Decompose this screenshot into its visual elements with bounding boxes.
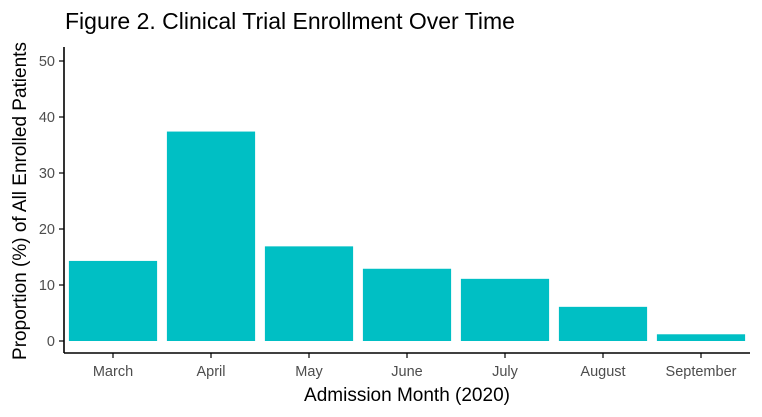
bar-april bbox=[166, 131, 256, 341]
y-tick-label: 20 bbox=[39, 222, 55, 238]
y-tick-label: 50 bbox=[39, 54, 55, 70]
x-tick-label-march: March bbox=[93, 364, 133, 380]
bar-july bbox=[460, 278, 550, 341]
x-tick-label-june: June bbox=[391, 364, 422, 380]
y-axis-title: Proportion (%) of All Enrolled Patients bbox=[10, 42, 31, 360]
bar-may bbox=[264, 246, 354, 341]
x-tick-label-august: August bbox=[580, 364, 625, 380]
y-tick-label: 30 bbox=[39, 166, 55, 182]
y-tick-label: 0 bbox=[47, 334, 55, 350]
x-tick-label-april: April bbox=[196, 364, 225, 380]
y-tick-label: 10 bbox=[39, 278, 55, 294]
chart-title: Figure 2. Clinical Trial Enrollment Over… bbox=[65, 8, 515, 34]
bar-march bbox=[68, 260, 158, 341]
y-tick-label: 40 bbox=[39, 110, 55, 126]
bar-august bbox=[558, 306, 648, 341]
x-axis-title: Admission Month (2020) bbox=[304, 385, 510, 406]
x-axis: March April May June July August September bbox=[64, 352, 750, 380]
x-tick-label-may: May bbox=[295, 364, 323, 380]
bar-september bbox=[656, 334, 746, 341]
x-tick-label-july: July bbox=[492, 364, 519, 380]
bar-june bbox=[362, 268, 452, 341]
y-axis: 0 10 20 30 40 50 bbox=[39, 47, 65, 353]
bars-group bbox=[68, 131, 746, 341]
x-tick-label-september: September bbox=[666, 364, 737, 380]
